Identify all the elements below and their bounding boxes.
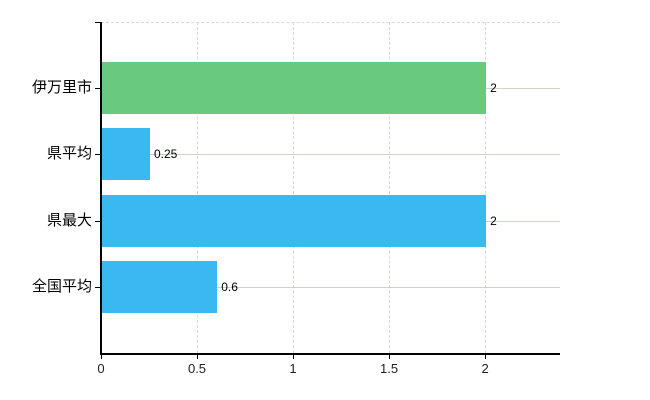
x-axis-line [100,353,560,355]
x-tick-label: 0 [97,361,105,376]
gridline-vertical [485,22,487,353]
x-axis-tick [101,354,102,359]
y-axis-tick [95,88,101,90]
x-tick-label: 1 [289,361,297,376]
category-label: 伊万里市 [31,79,92,97]
x-axis-tick [197,354,199,359]
bar-value-label: 0.6 [221,279,238,294]
gridline-vertical [197,22,199,353]
y-axis-line [100,22,102,354]
x-tick-label: 0.5 [187,361,207,376]
bar [102,128,150,181]
gridline-horizontal [101,286,560,288]
bar [102,62,487,115]
y-axis-tick [95,286,101,288]
x-axis-tick [293,354,295,359]
y-axis-tick [95,154,101,156]
plot-top-border [101,22,560,23]
x-tick-label: 1.5 [380,361,399,376]
category-label: 県平均 [46,145,92,163]
gridline-vertical [389,22,391,353]
y-axis-tick [95,220,101,222]
category-label: 全国平均 [31,277,92,295]
bar-value-label: 2 [490,213,497,228]
x-tick-label: 2 [481,361,489,376]
bar-value-label: 0.25 [154,147,178,162]
y-axis-tick [95,22,101,23]
x-axis-tick [389,354,391,359]
gridline-horizontal [101,154,560,156]
bar-value-label: 2 [490,81,497,96]
gridline-vertical [293,22,295,353]
category-label: 県最大 [46,211,92,229]
bar [102,260,218,313]
bar [102,194,487,247]
x-axis-tick [485,354,487,359]
